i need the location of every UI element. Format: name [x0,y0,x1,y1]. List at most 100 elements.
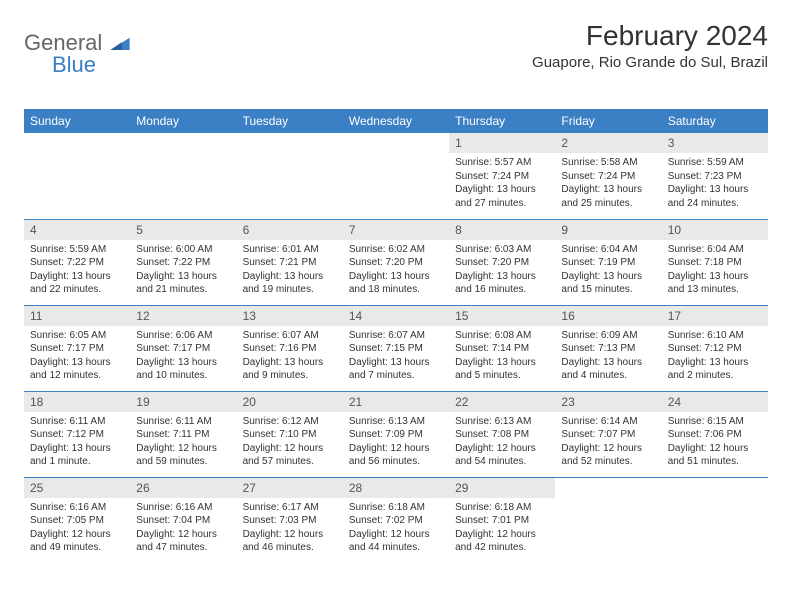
calendar-cell-empty [662,477,768,563]
day-number: 2 [555,133,661,153]
calendar-cell: 22Sunrise: 6:13 AMSunset: 7:08 PMDayligh… [449,391,555,477]
calendar-cell: 28Sunrise: 6:18 AMSunset: 7:02 PMDayligh… [343,477,449,563]
weekday-header: Monday [130,109,236,133]
day-content: Sunrise: 6:16 AMSunset: 7:05 PMDaylight:… [24,498,130,560]
day-content: Sunrise: 6:08 AMSunset: 7:14 PMDaylight:… [449,326,555,388]
calendar-cell: 6Sunrise: 6:01 AMSunset: 7:21 PMDaylight… [237,219,343,305]
calendar-cell: 11Sunrise: 6:05 AMSunset: 7:17 PMDayligh… [24,305,130,391]
day-content: Sunrise: 6:05 AMSunset: 7:17 PMDaylight:… [24,326,130,388]
day-content: Sunrise: 6:15 AMSunset: 7:06 PMDaylight:… [662,412,768,474]
header: General February 2024 Guapore, Rio Grand… [24,20,768,71]
calendar-cell: 4Sunrise: 5:59 AMSunset: 7:22 PMDaylight… [24,219,130,305]
day-number: 8 [449,220,555,240]
day-content: Sunrise: 6:11 AMSunset: 7:11 PMDaylight:… [130,412,236,474]
calendar-cell: 1Sunrise: 5:57 AMSunset: 7:24 PMDaylight… [449,133,555,219]
calendar-cell: 9Sunrise: 6:04 AMSunset: 7:19 PMDaylight… [555,219,661,305]
day-number: 15 [449,306,555,326]
month-title: February 2024 [532,20,768,52]
calendar-cell: 14Sunrise: 6:07 AMSunset: 7:15 PMDayligh… [343,305,449,391]
day-content: Sunrise: 6:18 AMSunset: 7:01 PMDaylight:… [449,498,555,560]
calendar-cell: 17Sunrise: 6:10 AMSunset: 7:12 PMDayligh… [662,305,768,391]
calendar-cell: 13Sunrise: 6:07 AMSunset: 7:16 PMDayligh… [237,305,343,391]
calendar-cell: 29Sunrise: 6:18 AMSunset: 7:01 PMDayligh… [449,477,555,563]
day-content: Sunrise: 6:13 AMSunset: 7:09 PMDaylight:… [343,412,449,474]
day-number: 4 [24,220,130,240]
calendar-cell: 24Sunrise: 6:15 AMSunset: 7:06 PMDayligh… [662,391,768,477]
calendar-cell: 7Sunrise: 6:02 AMSunset: 7:20 PMDaylight… [343,219,449,305]
day-content: Sunrise: 5:59 AMSunset: 7:22 PMDaylight:… [24,240,130,302]
day-content: Sunrise: 6:07 AMSunset: 7:15 PMDaylight:… [343,326,449,388]
day-content: Sunrise: 6:02 AMSunset: 7:20 PMDaylight:… [343,240,449,302]
calendar-cell: 2Sunrise: 5:58 AMSunset: 7:24 PMDaylight… [555,133,661,219]
calendar-row: 11Sunrise: 6:05 AMSunset: 7:17 PMDayligh… [24,305,768,391]
calendar-row: 18Sunrise: 6:11 AMSunset: 7:12 PMDayligh… [24,391,768,477]
logo-stacked: General Blue [24,24,130,78]
calendar-row: 4Sunrise: 5:59 AMSunset: 7:22 PMDaylight… [24,219,768,305]
day-number: 27 [237,478,343,498]
day-content: Sunrise: 6:11 AMSunset: 7:12 PMDaylight:… [24,412,130,474]
day-number: 12 [130,306,236,326]
day-number: 7 [343,220,449,240]
calendar-cell: 10Sunrise: 6:04 AMSunset: 7:18 PMDayligh… [662,219,768,305]
calendar-row: 1Sunrise: 5:57 AMSunset: 7:24 PMDaylight… [24,133,768,219]
calendar-cell: 3Sunrise: 5:59 AMSunset: 7:23 PMDaylight… [662,133,768,219]
title-block: February 2024 Guapore, Rio Grande do Sul… [532,20,768,71]
calendar-cell: 12Sunrise: 6:06 AMSunset: 7:17 PMDayligh… [130,305,236,391]
day-content: Sunrise: 5:57 AMSunset: 7:24 PMDaylight:… [449,153,555,215]
weekday-header: Wednesday [343,109,449,133]
day-content: Sunrise: 6:04 AMSunset: 7:19 PMDaylight:… [555,240,661,302]
day-number: 21 [343,392,449,412]
day-number: 14 [343,306,449,326]
day-content: Sunrise: 5:58 AMSunset: 7:24 PMDaylight:… [555,153,661,215]
day-content: Sunrise: 5:59 AMSunset: 7:23 PMDaylight:… [662,153,768,215]
calendar-cell-empty [130,133,236,219]
calendar-head: SundayMondayTuesdayWednesdayThursdayFrid… [24,109,768,133]
day-number: 19 [130,392,236,412]
calendar-cell: 16Sunrise: 6:09 AMSunset: 7:13 PMDayligh… [555,305,661,391]
day-content: Sunrise: 6:18 AMSunset: 7:02 PMDaylight:… [343,498,449,560]
day-content: Sunrise: 6:13 AMSunset: 7:08 PMDaylight:… [449,412,555,474]
calendar-cell-empty [343,133,449,219]
day-number: 22 [449,392,555,412]
day-number: 13 [237,306,343,326]
day-content: Sunrise: 6:00 AMSunset: 7:22 PMDaylight:… [130,240,236,302]
day-number: 9 [555,220,661,240]
calendar-cell: 19Sunrise: 6:11 AMSunset: 7:11 PMDayligh… [130,391,236,477]
day-number: 3 [662,133,768,153]
calendar-cell: 8Sunrise: 6:03 AMSunset: 7:20 PMDaylight… [449,219,555,305]
calendar-cell-empty [555,477,661,563]
day-content: Sunrise: 6:12 AMSunset: 7:10 PMDaylight:… [237,412,343,474]
day-number: 17 [662,306,768,326]
day-number: 24 [662,392,768,412]
day-content: Sunrise: 6:06 AMSunset: 7:17 PMDaylight:… [130,326,236,388]
day-content: Sunrise: 6:16 AMSunset: 7:04 PMDaylight:… [130,498,236,560]
calendar-cell: 15Sunrise: 6:08 AMSunset: 7:14 PMDayligh… [449,305,555,391]
day-content: Sunrise: 6:07 AMSunset: 7:16 PMDaylight:… [237,326,343,388]
day-number: 16 [555,306,661,326]
day-number: 28 [343,478,449,498]
calendar-cell: 25Sunrise: 6:16 AMSunset: 7:05 PMDayligh… [24,477,130,563]
logo-triangle-icon-2 [110,30,130,56]
calendar-row: 25Sunrise: 6:16 AMSunset: 7:05 PMDayligh… [24,477,768,563]
calendar-cell: 5Sunrise: 6:00 AMSunset: 7:22 PMDaylight… [130,219,236,305]
day-number: 5 [130,220,236,240]
weekday-header: Friday [555,109,661,133]
weekday-header: Tuesday [237,109,343,133]
weekday-header: Saturday [662,109,768,133]
calendar-cell: 26Sunrise: 6:16 AMSunset: 7:04 PMDayligh… [130,477,236,563]
day-content: Sunrise: 6:03 AMSunset: 7:20 PMDaylight:… [449,240,555,302]
day-number: 10 [662,220,768,240]
calendar-cell: 21Sunrise: 6:13 AMSunset: 7:09 PMDayligh… [343,391,449,477]
weekday-row: SundayMondayTuesdayWednesdayThursdayFrid… [24,109,768,133]
calendar-cell: 27Sunrise: 6:17 AMSunset: 7:03 PMDayligh… [237,477,343,563]
day-number: 11 [24,306,130,326]
day-content: Sunrise: 6:14 AMSunset: 7:07 PMDaylight:… [555,412,661,474]
day-number: 26 [130,478,236,498]
calendar-cell: 18Sunrise: 6:11 AMSunset: 7:12 PMDayligh… [24,391,130,477]
calendar-cell: 20Sunrise: 6:12 AMSunset: 7:10 PMDayligh… [237,391,343,477]
calendar-cell-empty [237,133,343,219]
calendar-cell: 23Sunrise: 6:14 AMSunset: 7:07 PMDayligh… [555,391,661,477]
day-content: Sunrise: 6:10 AMSunset: 7:12 PMDaylight:… [662,326,768,388]
calendar-body: 1Sunrise: 5:57 AMSunset: 7:24 PMDaylight… [24,133,768,563]
day-content: Sunrise: 6:17 AMSunset: 7:03 PMDaylight:… [237,498,343,560]
